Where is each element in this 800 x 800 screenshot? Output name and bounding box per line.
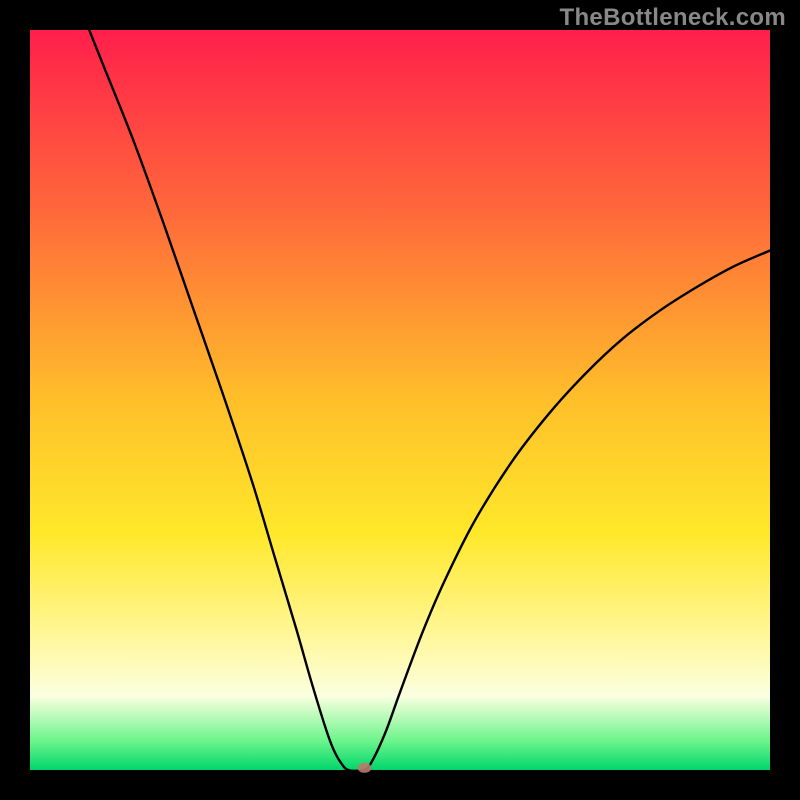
watermark-text: TheBottleneck.com xyxy=(560,4,786,32)
optimal-point-marker xyxy=(357,763,371,773)
plot-gradient-background xyxy=(30,30,770,770)
chart-container: TheBottleneck.com xyxy=(0,0,800,800)
bottleneck-chart xyxy=(0,0,800,800)
